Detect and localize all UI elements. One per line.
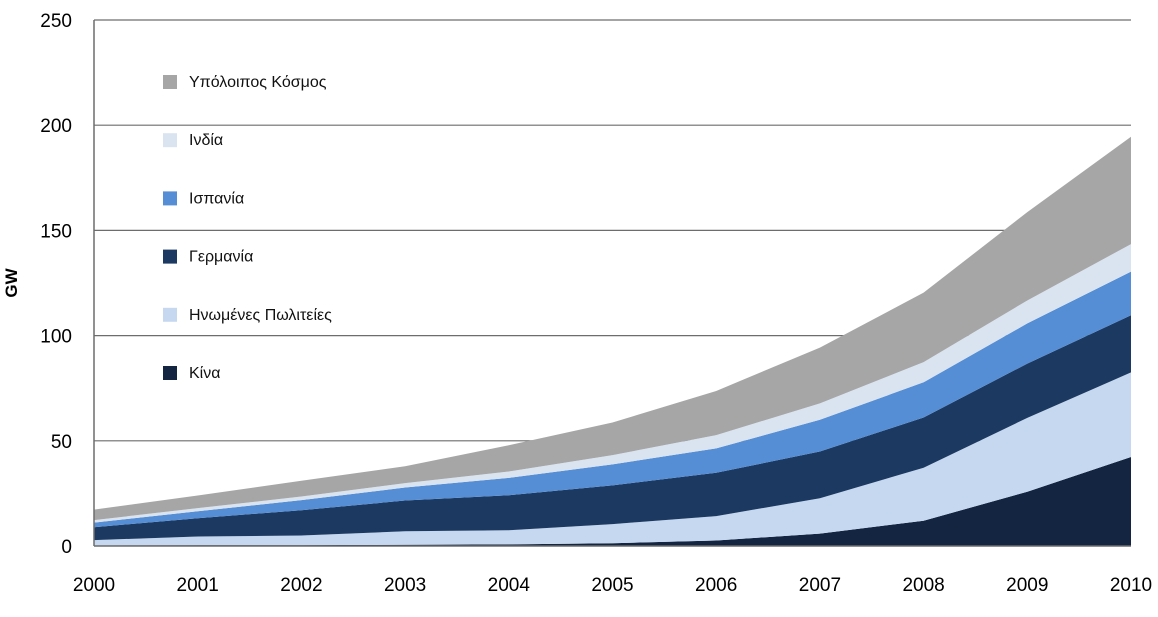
area-series-2 xyxy=(94,315,1131,541)
x-tick-label: 2007 xyxy=(799,575,841,596)
legend-swatch xyxy=(163,75,177,89)
legend-label: Γερμανία xyxy=(189,249,253,266)
legend-label: Ισπανία xyxy=(189,190,244,207)
x-tick-label: 2001 xyxy=(177,575,219,596)
area-series-1 xyxy=(94,372,1131,546)
legend-label: Ηνωμένες Πωλιτείες xyxy=(189,307,332,324)
area-series-group xyxy=(94,136,1131,546)
y-axis-title: GW xyxy=(2,267,21,297)
axes: 0 50 100 150 200 250 2000 2001 2002 2003 2004 2005 2… xyxy=(40,11,1152,596)
x-tick-label: 2002 xyxy=(280,575,322,596)
x-tick-label: 2005 xyxy=(591,575,633,596)
y-tick-label: 100 xyxy=(40,327,72,348)
legend-label: Κίνα xyxy=(189,365,220,382)
x-tick-label: 2003 xyxy=(384,575,426,596)
area-series-0 xyxy=(94,457,1131,546)
legend-label: Υπόλοιπος Κόσμος xyxy=(189,74,327,91)
legend-swatch xyxy=(163,307,177,322)
x-tick-label: 2006 xyxy=(695,575,737,596)
x-tick-label: 2004 xyxy=(488,575,531,596)
area-series-3 xyxy=(94,271,1131,528)
y-tick-label: 50 xyxy=(51,432,72,453)
y-tick-label: 200 xyxy=(40,116,72,137)
y-tick-label: 150 xyxy=(40,221,72,242)
legend-swatch xyxy=(163,249,177,264)
area-series-5 xyxy=(94,136,1131,521)
y-tick-label: 250 xyxy=(40,11,72,32)
x-tick-label: 2009 xyxy=(1006,575,1048,596)
legend-label: Ινδία xyxy=(189,132,223,149)
x-tick-label: 2010 xyxy=(1110,575,1152,596)
legend-swatch xyxy=(163,191,177,206)
x-tick-label: 2000 xyxy=(73,575,115,596)
legend-swatch xyxy=(163,366,177,380)
y-tick-label: 0 xyxy=(61,537,72,558)
legend-swatch xyxy=(163,133,177,148)
x-tick-label: 2008 xyxy=(902,575,944,596)
legend: Υπόλοιπος Κόσμος Ινδία Ισπανία Γερμανία Ηνωμ… xyxy=(163,74,332,382)
